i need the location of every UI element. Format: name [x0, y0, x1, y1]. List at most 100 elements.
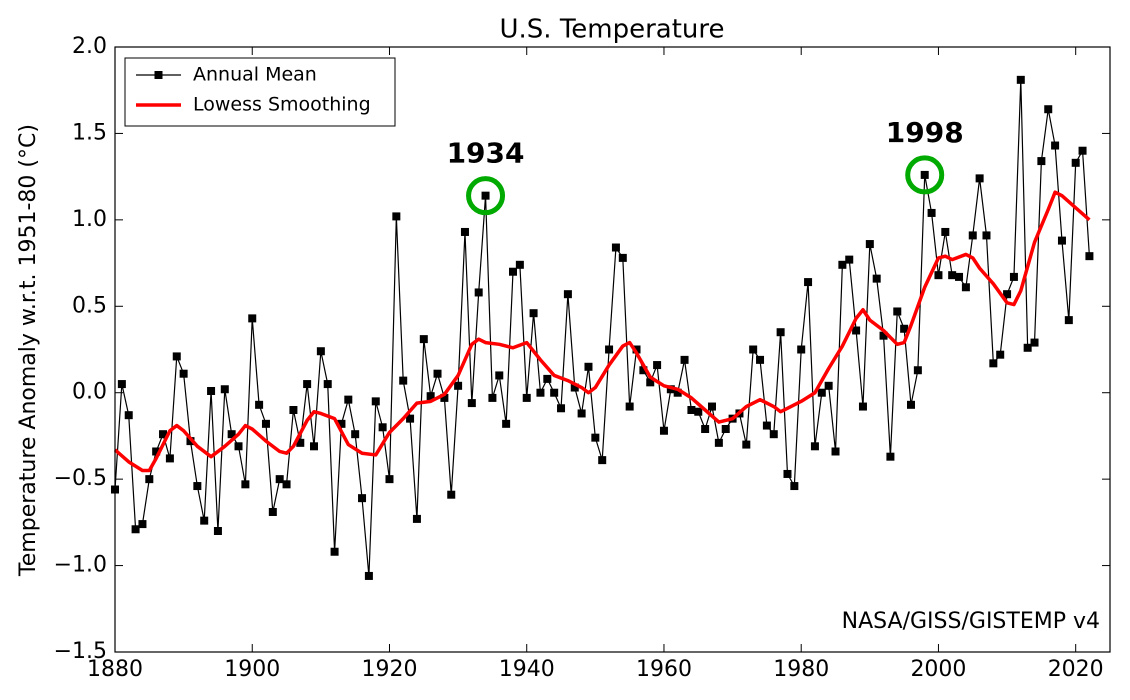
data-point [872, 274, 881, 283]
annotation-circle [905, 155, 945, 195]
data-point [234, 442, 243, 451]
data-point [749, 345, 758, 354]
y-tick-label: 2.0 [72, 34, 107, 59]
data-point [584, 362, 593, 371]
data-point [776, 328, 785, 337]
data-point [323, 380, 332, 389]
legend-label: Annual Mean [193, 64, 317, 86]
y-tick-label: 0.5 [72, 293, 107, 318]
data-point [769, 430, 778, 439]
data-point [289, 406, 298, 414]
data-point [275, 475, 284, 484]
data-point [364, 571, 373, 580]
y-axis-label: Temperature Anomaly w.r.t. 1951-80 (°C) [16, 124, 41, 577]
data-point [440, 393, 449, 402]
data-point [255, 400, 264, 409]
data-point [756, 355, 765, 364]
data-point [385, 475, 394, 484]
data-point [577, 409, 586, 418]
annotation-circle [466, 176, 506, 216]
data-point [955, 272, 964, 281]
data-point [172, 352, 181, 361]
data-point [1030, 338, 1039, 347]
x-tick-label: 2020 [1048, 657, 1104, 682]
data-point [351, 430, 360, 439]
data-point [927, 208, 936, 217]
x-tick-label: 1880 [87, 657, 143, 682]
data-point [543, 374, 552, 383]
data-point [330, 547, 339, 556]
y-tick-label: −1.0 [54, 553, 107, 578]
data-point [1037, 157, 1046, 166]
data-point [920, 170, 929, 179]
data-point [605, 345, 614, 354]
data-point [165, 454, 174, 463]
data-point [1003, 290, 1012, 299]
data-point [632, 345, 641, 354]
data-point [474, 288, 483, 297]
data-point [481, 191, 490, 200]
x-tick-label: 1940 [499, 657, 555, 682]
data-point [618, 253, 627, 262]
data-point [460, 227, 469, 236]
data-point [1071, 158, 1080, 167]
data-point [502, 419, 511, 428]
data-point [783, 469, 792, 478]
data-point [406, 414, 415, 423]
data-point [200, 516, 209, 525]
data-point [831, 447, 840, 456]
y-tick-label: −0.5 [54, 466, 107, 491]
data-point [934, 271, 943, 280]
data-point [563, 290, 572, 299]
data-point [282, 480, 291, 489]
data-point [193, 482, 202, 491]
x-tick-label: 2000 [910, 657, 966, 682]
data-point [852, 326, 861, 335]
x-tick-label: 1900 [224, 657, 280, 682]
data-point [241, 480, 250, 489]
data-point [886, 452, 895, 461]
data-point [790, 482, 799, 491]
data-point [625, 402, 634, 411]
data-point [653, 361, 662, 370]
data-point [550, 388, 559, 397]
data-point [268, 507, 277, 516]
data-point [1044, 105, 1053, 114]
data-point [1085, 252, 1094, 261]
data-point [598, 456, 607, 465]
x-tick-label: 1980 [773, 657, 829, 682]
data-point [529, 309, 538, 318]
annotation-label: 1934 [447, 137, 525, 170]
data-point [303, 380, 312, 389]
data-point [522, 393, 531, 402]
data-point [207, 386, 216, 395]
data-point [646, 378, 655, 387]
data-point [399, 376, 408, 385]
data-point [419, 335, 428, 344]
data-point [509, 267, 517, 276]
data-point [371, 397, 380, 406]
data-point [817, 388, 826, 397]
data-point [392, 212, 401, 221]
data-point [879, 331, 888, 340]
data-point [673, 388, 682, 397]
data-point [1064, 316, 1073, 325]
data-point [975, 174, 984, 183]
legend-box [124, 57, 396, 127]
data-point [412, 514, 421, 523]
data-point [1078, 146, 1087, 155]
data-point [982, 231, 991, 240]
data-point [447, 490, 456, 499]
data-point [426, 392, 435, 401]
data-point [433, 369, 442, 378]
legend-marker [154, 71, 163, 79]
data-point [591, 433, 600, 442]
data-point [639, 366, 648, 375]
data-point [913, 366, 922, 375]
data-point [152, 447, 161, 456]
data-point [659, 426, 668, 435]
series-line [113, 190, 1091, 473]
data-point [316, 347, 325, 356]
